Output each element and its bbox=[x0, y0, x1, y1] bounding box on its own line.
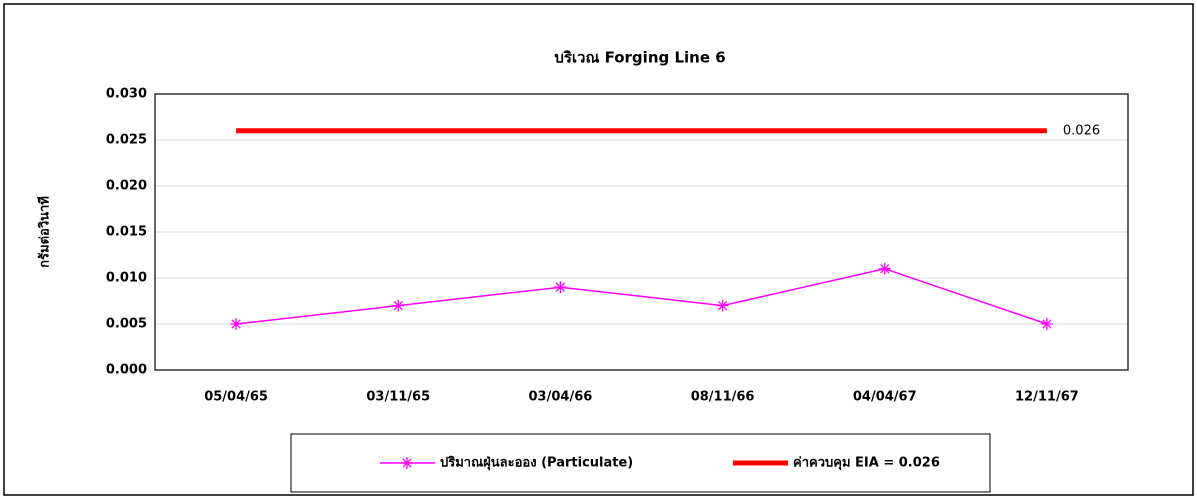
point-marker bbox=[230, 318, 243, 330]
legend-label: ปริมาณฝุ่นละออง (Particulate) bbox=[440, 456, 633, 471]
y-axis-label: กรัมต่อวินาที bbox=[37, 196, 53, 268]
point-marker bbox=[878, 262, 891, 275]
legend-label: ค่าควบคุม EIA = 0.026 bbox=[793, 456, 940, 471]
y-tick-label: 0.000 bbox=[106, 363, 147, 378]
y-tick-label: 0.025 bbox=[106, 133, 147, 148]
y-tick-label: 0.020 bbox=[106, 179, 147, 194]
x-tick-label: 12/11/67 bbox=[1015, 390, 1079, 405]
frame bbox=[3, 3, 1194, 496]
chart-title: บริเวณ Forging Line 6 bbox=[554, 49, 725, 67]
legend-box bbox=[290, 433, 991, 493]
data-label: 0.026 bbox=[1063, 123, 1100, 138]
point-marker bbox=[1040, 318, 1053, 330]
x-tick-label: 03/04/66 bbox=[529, 390, 593, 405]
y-tick-label: 0.005 bbox=[106, 317, 147, 332]
y-tick-label: 0.010 bbox=[106, 271, 147, 286]
x-tick-label: 08/11/66 bbox=[691, 390, 755, 405]
y-tick-label: 0.015 bbox=[106, 225, 147, 240]
legend-marker bbox=[401, 457, 413, 469]
point-marker bbox=[716, 299, 729, 312]
point-marker bbox=[554, 281, 567, 294]
y-tick-label: 0.030 bbox=[106, 87, 147, 102]
x-tick-label: 05/04/65 bbox=[204, 390, 268, 405]
point-marker bbox=[392, 299, 405, 312]
plot-border bbox=[154, 93, 1129, 371]
x-tick-label: 03/11/65 bbox=[366, 390, 430, 405]
x-tick-label: 04/04/67 bbox=[853, 390, 917, 405]
series-line bbox=[235, 268, 1048, 325]
